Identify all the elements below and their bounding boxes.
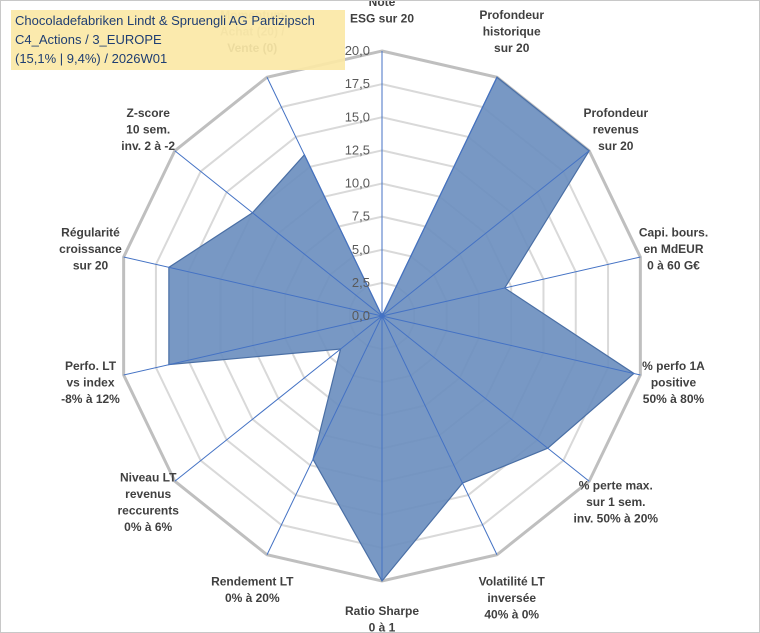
tick-label: 15,0	[345, 109, 370, 124]
tick-label: 12,5	[345, 142, 370, 157]
axis-label: % perfo 1A positive 50% à 80%	[642, 359, 705, 406]
chart-title-line3: (15,1% | 9,4%) / 2026W01	[15, 51, 168, 66]
tick-label: 17,5	[345, 76, 370, 91]
axis-spoke	[381, 150, 590, 317]
axis-label: Profondeur historique sur 20	[479, 8, 544, 55]
tick-label: 2,5	[352, 275, 370, 290]
axis-spoke	[266, 77, 383, 317]
axis-label: Ratio Sharpe 0 à 1	[345, 604, 419, 632]
axis-label: Perfo. LT vs index -8% à 12%	[61, 359, 120, 406]
axis-spoke	[123, 315, 383, 376]
chart-title-line1: Chocoladefabriken Lindt & Spruengli AG P…	[15, 13, 315, 28]
axis-spoke	[174, 150, 383, 317]
tick-label: 7,5	[352, 209, 370, 224]
axis-spoke	[381, 315, 498, 555]
tick-label: 5,0	[352, 242, 370, 257]
axis-label: Régularité croissance sur 20	[59, 226, 122, 273]
axis-label: % perte max. sur 1 sem. inv. 50% à 20%	[574, 479, 659, 526]
axis-label: Z-score 10 sem. inv. 2 à -2	[121, 106, 175, 153]
series-area	[168, 76, 635, 583]
spoke-layer	[123, 51, 641, 581]
axis-spoke	[174, 315, 383, 482]
axis-label: Note ESG sur 20	[350, 1, 414, 26]
tick-label: 0,0	[352, 308, 370, 323]
axis-spoke	[381, 256, 641, 317]
axis-spoke	[381, 77, 498, 317]
chart-title-line2: C4_Actions / 3_EUROPE	[15, 32, 162, 47]
axis-label: Rendement LT 0% à 20%	[211, 574, 294, 605]
tick-label: 10,0	[345, 176, 370, 191]
tick-layer: 0,0 2,5 5,0 7,5 10,0 12,5 15,0 17,5 20,0	[345, 43, 370, 323]
series-layer	[168, 76, 635, 583]
axis-spoke	[123, 256, 383, 317]
axis-label: Profondeur revenus sur 20	[583, 106, 648, 153]
axis-label: Niveau LT revenus reccurents 0% à 6%	[118, 470, 180, 534]
tick-label: 20,0	[345, 43, 370, 58]
axis-spoke	[381, 315, 590, 482]
title-box	[11, 10, 345, 70]
axis-label-layer: Note ESG sur 20 Profondeur historique sur 20…	[59, 1, 708, 632]
axis-spoke	[381, 315, 641, 376]
axis-label: Capi. bours. en MdEUR 0 à 60 G€	[639, 226, 708, 273]
axis-spoke	[266, 315, 383, 555]
axis-label: Volatilité LT inversée 40% à 0%	[479, 574, 546, 621]
